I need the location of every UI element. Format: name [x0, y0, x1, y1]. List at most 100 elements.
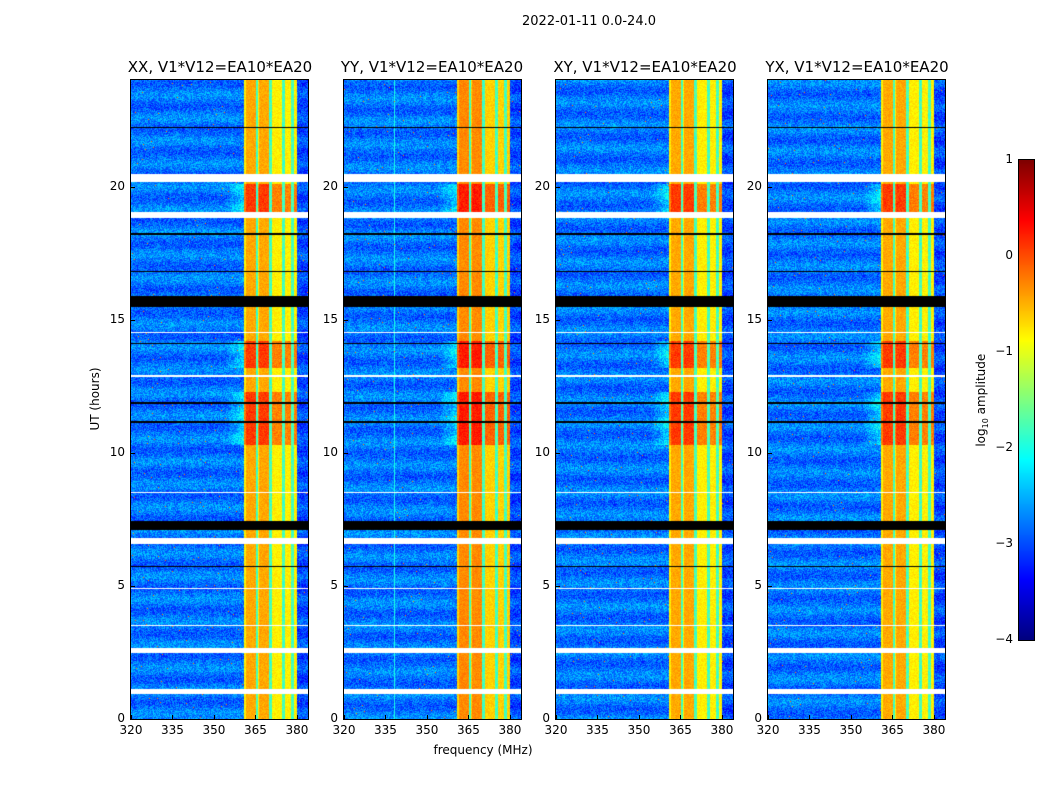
- y-tick-mark: [556, 585, 560, 587]
- x-tick-mark: [933, 715, 935, 719]
- x-tick-label: 365: [457, 723, 480, 737]
- heatmap-yy: [344, 80, 521, 719]
- y-tick-label: 20: [746, 178, 762, 193]
- y-tick-mark: [768, 319, 772, 321]
- x-tick-label: 320: [332, 723, 356, 737]
- y-tick-label: 20: [322, 178, 338, 193]
- x-tick-mark: [131, 715, 132, 719]
- x-tick-mark: [213, 715, 215, 719]
- y-tick-mark: [556, 319, 560, 321]
- y-tick-label: 5: [542, 577, 550, 592]
- y-tick-mark: [344, 319, 348, 321]
- y-tick-mark: [131, 452, 135, 454]
- x-tick-label: 335: [161, 723, 184, 737]
- heatmap-yx: [768, 80, 945, 719]
- y-tick-label: 20: [109, 178, 125, 193]
- x-tick-label: 365: [244, 723, 267, 737]
- y-tick-label: 10: [109, 444, 125, 459]
- x-tick-label: 350: [415, 723, 439, 737]
- y-tick-mark: [131, 585, 135, 587]
- y-tick-label: 10: [746, 444, 762, 459]
- x-tick-mark: [556, 715, 557, 719]
- y-tick-label: 0: [542, 711, 550, 725]
- y-tick-mark: [556, 186, 560, 188]
- y-tick-mark: [768, 719, 772, 720]
- heatmap-panel-xy: [555, 79, 734, 720]
- x-tick-mark: [426, 715, 428, 719]
- x-tick-mark: [850, 715, 852, 719]
- panel-title-yx: YX, V1*V12=EA10*EA20: [765, 58, 949, 76]
- colorbar-tick-label: −4: [995, 632, 1013, 646]
- colorbar: [1018, 159, 1035, 641]
- x-tick-label: 335: [586, 723, 609, 737]
- y-tick-label: 5: [754, 577, 762, 592]
- x-tick-label: 350: [202, 723, 226, 737]
- y-tick-label: 15: [746, 311, 762, 326]
- x-tick-mark: [255, 715, 257, 719]
- y-tick-label: 5: [117, 577, 125, 592]
- x-tick-label: 320: [119, 723, 143, 737]
- y-tick-label: 15: [322, 311, 338, 326]
- x-tick-mark: [638, 715, 640, 719]
- x-tick-mark: [809, 715, 811, 719]
- x-tick-label: 335: [374, 723, 397, 737]
- y-tick-mark: [556, 719, 560, 720]
- x-tick-mark: [680, 715, 682, 719]
- y-tick-label: 0: [117, 711, 125, 725]
- y-tick-mark: [344, 719, 348, 720]
- y-tick-mark: [768, 452, 772, 454]
- heatmap-panel-yy: [343, 79, 522, 720]
- y-axis-label: UT (hours): [88, 367, 102, 431]
- panel-title-xx: XX, V1*V12=EA10*EA20: [127, 58, 313, 76]
- y-tick-mark: [131, 186, 135, 188]
- y-tick-label: 15: [109, 311, 125, 326]
- x-tick-label: 380: [922, 723, 946, 737]
- y-tick-mark: [556, 452, 560, 454]
- heatmap-xx: [131, 80, 308, 719]
- y-tick-label: 20: [534, 178, 550, 193]
- figure-title: 2022-01-11 0.0-24.0: [522, 14, 656, 29]
- x-tick-label: 380: [285, 723, 309, 737]
- colorbar-label-tail: amplitude: [973, 353, 988, 419]
- y-tick-mark: [768, 585, 772, 587]
- x-tick-mark: [172, 715, 174, 719]
- y-tick-mark: [344, 186, 348, 188]
- x-axis-label: frequency (MHz): [433, 743, 533, 757]
- y-tick-label: 5: [330, 577, 338, 592]
- x-tick-label: 365: [881, 723, 904, 737]
- x-tick-mark: [768, 715, 769, 719]
- heatmap-panel-xx: [130, 79, 309, 720]
- y-tick-mark: [768, 186, 772, 188]
- colorbar-tick-label: −2: [995, 440, 1013, 454]
- panel-title-yy: YY, V1*V12=EA10*EA20: [340, 58, 524, 76]
- x-tick-mark: [468, 715, 470, 719]
- y-tick-mark: [131, 319, 135, 321]
- x-tick-mark: [296, 715, 298, 719]
- y-tick-mark: [131, 719, 135, 720]
- y-tick-label: 0: [754, 711, 762, 725]
- y-tick-label: 15: [534, 311, 550, 326]
- x-tick-label: 380: [710, 723, 734, 737]
- x-tick-label: 380: [498, 723, 522, 737]
- y-tick-mark: [344, 452, 348, 454]
- y-tick-label: 10: [534, 444, 550, 459]
- y-tick-label: 0: [330, 711, 338, 725]
- x-tick-label: 350: [839, 723, 863, 737]
- colorbar-tick-label: −1: [995, 344, 1013, 358]
- colorbar-label-sub: 10: [981, 418, 991, 429]
- x-tick-label: 320: [756, 723, 780, 737]
- x-tick-mark: [721, 715, 723, 719]
- x-tick-label: 350: [627, 723, 651, 737]
- y-tick-mark: [344, 585, 348, 587]
- colorbar-gradient: [1019, 160, 1034, 640]
- colorbar-tick-label: 1: [1005, 152, 1013, 166]
- heatmap-panel-yx: [767, 79, 946, 720]
- panel-title-xy: XY, V1*V12=EA10*EA20: [553, 58, 737, 76]
- x-tick-mark: [597, 715, 599, 719]
- x-tick-mark: [509, 715, 511, 719]
- heatmap-xy: [556, 80, 733, 719]
- colorbar-tick-label: −3: [995, 536, 1013, 550]
- colorbar-tick-label: 0: [1005, 248, 1013, 262]
- x-tick-mark: [344, 715, 345, 719]
